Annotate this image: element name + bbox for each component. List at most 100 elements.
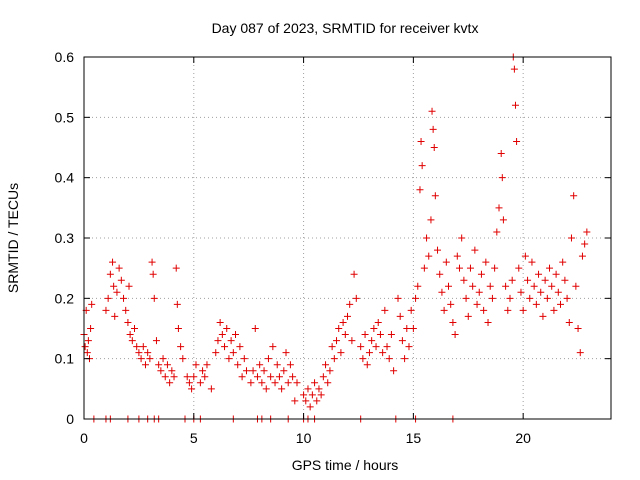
data-point [430,144,438,151]
y-tick-label: 0.4 [55,170,75,186]
data-point [390,367,398,375]
data-point [218,331,226,339]
data-point [394,294,402,302]
data-point [135,349,143,357]
data-point [269,343,277,351]
y-tick-label: 0.6 [55,49,75,65]
data-point [438,288,446,296]
data-point [146,355,154,363]
data-point [552,270,560,278]
data-point [214,337,222,345]
data-point [510,65,518,73]
data-point [403,325,411,332]
data-point [537,288,545,296]
data-point [556,300,564,308]
data-point [442,258,450,266]
data-point [258,379,266,387]
data-point [234,361,242,369]
data-point [264,355,272,363]
data-point [339,318,347,326]
data-point [221,343,229,351]
data-point [396,312,404,320]
plot-frame [83,56,612,420]
data-point [201,373,209,381]
data-point [330,355,338,363]
data-point [249,367,257,375]
data-point [405,343,413,351]
data-point [431,192,439,200]
data-point [493,228,501,236]
data-point [313,397,321,405]
data-point [504,306,512,314]
data-point [567,234,575,242]
data-point [161,373,169,381]
data-point [350,270,358,278]
data-point [317,391,325,399]
data-point [304,385,312,393]
data-point [563,294,571,302]
data-point [144,349,152,357]
data-point [315,385,323,393]
data-point [407,306,415,314]
data-point [469,282,477,290]
data-point [428,107,436,115]
data-point [324,379,332,387]
data-point [417,137,425,145]
data-point [372,343,380,351]
data-point [139,343,147,351]
data-point [429,125,437,133]
data-point [183,373,191,381]
data-point [434,246,442,254]
data-point [543,294,551,302]
data-point [172,264,180,272]
data-point [102,306,110,314]
data-point [227,337,235,345]
data-point [192,361,200,369]
data-point [157,367,165,375]
data-point [216,318,224,326]
data-point [242,367,250,375]
data-point [455,264,463,272]
chart-title: Day 087 of 2023, SRMTID for receiver kvt… [212,20,479,36]
data-point [232,331,240,339]
data-point [528,258,536,266]
data-point [173,300,181,308]
data-point [104,294,112,302]
data-point [480,306,488,314]
data-point [572,282,580,290]
data-point [293,379,301,387]
data-point [253,373,261,381]
data-point [137,355,145,363]
data-point [260,367,268,375]
data-point [370,325,378,332]
data-point [576,349,584,357]
data-point [115,264,123,272]
data-point [412,294,420,302]
data-point [423,234,431,242]
data-point [559,258,567,266]
data-point [376,331,384,339]
data-point [81,343,89,351]
data-point [445,282,453,290]
x-tick-label: 0 [80,430,88,446]
data-point [363,361,371,369]
data-point [326,367,334,375]
data-point [122,306,130,314]
data-point [535,270,543,278]
data-point [548,282,556,290]
x-tick-label: 20 [515,430,531,446]
data-point [262,385,270,393]
data-point [352,294,360,302]
data-point [401,355,409,363]
data-point [282,349,290,357]
data-point [374,318,382,326]
data-point [148,258,156,266]
data-point [87,325,95,332]
y-axis-label: SRMTID / TECUs [5,183,21,293]
data-point [486,282,494,290]
data-point [203,361,211,369]
x-tick-label: 5 [190,430,198,446]
data-point [414,282,422,290]
data-point [495,204,503,212]
y-tick-label: 0 [66,411,74,427]
